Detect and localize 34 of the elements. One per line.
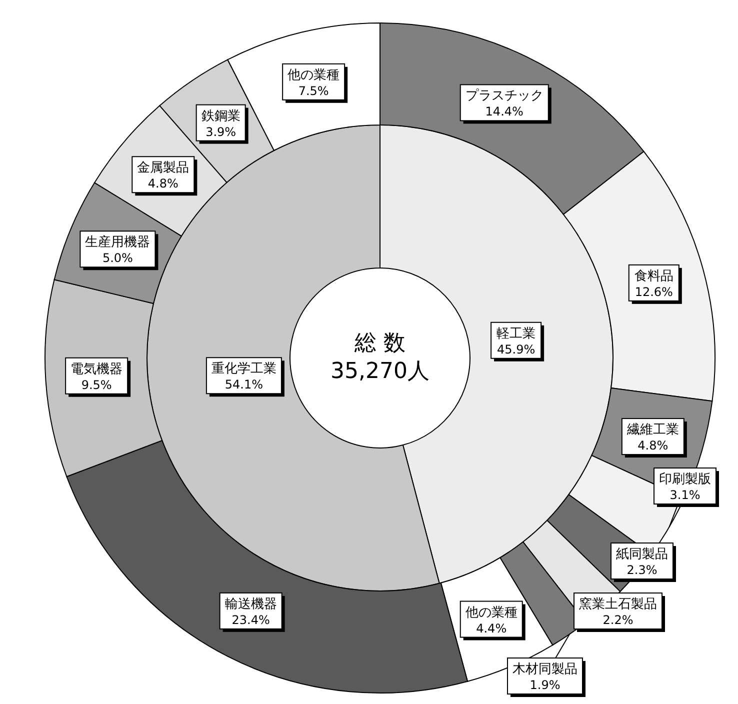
slice-label: 重化学工業 bbox=[211, 362, 276, 377]
slice-label: 繊維工業 bbox=[626, 422, 679, 438]
slice-label: 金属製品 bbox=[137, 160, 190, 176]
data-label: 5.0% bbox=[102, 251, 133, 266]
slice-label: 木材同製品 bbox=[512, 662, 578, 677]
slice-label: 軽工業 bbox=[496, 326, 536, 342]
data-label: 1.9% bbox=[530, 678, 560, 692]
data-label: 7.5% bbox=[298, 84, 329, 98]
data-label: 4.8% bbox=[638, 438, 668, 453]
data-label: 12.6% bbox=[634, 284, 673, 299]
data-label: 54.1% bbox=[224, 378, 264, 392]
slice-label: 窯業土石製品 bbox=[579, 596, 657, 612]
slice-label: 印刷製版 bbox=[659, 472, 711, 487]
slice-label: 生産用機器 bbox=[85, 234, 150, 250]
text: 35,270人 bbox=[330, 359, 430, 384]
data-label: 4.8% bbox=[148, 176, 178, 191]
data-label: 14.4% bbox=[485, 104, 524, 119]
slice-label: 他の業種 bbox=[465, 605, 518, 620]
data-label: 45.9% bbox=[496, 342, 536, 356]
data-label: 2.3% bbox=[626, 563, 658, 577]
slice-label: 他の業種 bbox=[288, 68, 340, 83]
text: 総 数 bbox=[354, 331, 406, 356]
slice-label: 食料品 bbox=[634, 268, 674, 284]
slice-label: プラスチック bbox=[465, 88, 544, 104]
slice-label: 電気機器 bbox=[70, 362, 123, 377]
data-label: 9.5% bbox=[81, 378, 112, 392]
slice-label: 紙同製品 bbox=[616, 547, 668, 562]
data-label: 3.1% bbox=[670, 488, 700, 502]
data-label: 23.4% bbox=[232, 612, 270, 627]
data-label: 4.4% bbox=[476, 621, 507, 636]
data-label: 2.2% bbox=[602, 613, 634, 627]
data-label: 3.9% bbox=[206, 124, 236, 139]
slice-label: 輸送機器 bbox=[224, 596, 277, 612]
slice-label: 鉄鋼業 bbox=[201, 108, 240, 124]
